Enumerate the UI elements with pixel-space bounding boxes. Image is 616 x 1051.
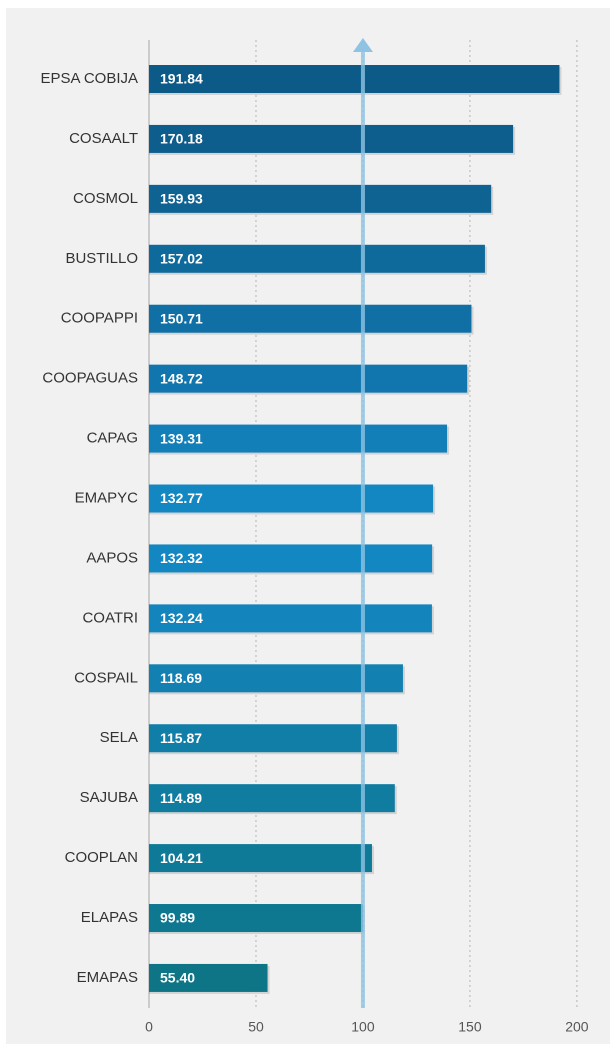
panel [6, 8, 610, 1044]
category-label: CAPAG [87, 430, 138, 447]
bar [149, 424, 448, 453]
category-label: COOPAPPI [61, 310, 138, 327]
value-label: 132.77 [160, 490, 203, 506]
category-label: COSMOL [73, 190, 138, 207]
bar [149, 364, 468, 393]
bar [149, 65, 560, 93]
value-label: 104.21 [160, 850, 203, 866]
bar [149, 844, 372, 873]
category-label: AAPOS [86, 549, 138, 566]
value-label: 55.40 [160, 970, 195, 986]
value-label: 191.84 [160, 71, 203, 87]
bar [149, 904, 363, 933]
category-label: BUSTILLO [65, 250, 138, 267]
x-tick-label: 0 [145, 1019, 153, 1035]
value-label: 99.89 [160, 910, 195, 926]
category-label: ELAPAS [81, 909, 138, 926]
bar [149, 724, 397, 753]
bar [149, 304, 472, 333]
x-tick-label: 100 [351, 1019, 375, 1035]
bar [149, 244, 485, 273]
category-label: COATRI [82, 609, 138, 626]
category-label: EPSA COBIJA [40, 70, 138, 87]
x-tick-label: 200 [565, 1019, 589, 1035]
category-label: EMAPAS [77, 969, 138, 986]
value-label: 148.72 [160, 370, 203, 386]
bar [149, 544, 433, 573]
value-label: 118.69 [160, 670, 202, 686]
category-label: COSPAIL [74, 669, 138, 686]
category-label: EMAPYC [75, 489, 139, 506]
bar [149, 184, 492, 213]
bar [149, 484, 434, 513]
value-label: 132.24 [160, 610, 203, 626]
value-label: 114.89 [160, 790, 202, 806]
category-label: COOPAGUAS [42, 370, 138, 387]
value-label: 159.93 [160, 191, 203, 207]
category-label: COOPLAN [65, 849, 138, 866]
reference-arrow [352, 38, 373, 52]
x-tick-label: 50 [248, 1019, 264, 1035]
value-label: 132.32 [160, 550, 203, 566]
value-label: 139.31 [160, 430, 203, 446]
bar [149, 784, 395, 813]
bar [149, 604, 432, 633]
value-label: 115.87 [160, 730, 202, 746]
value-label: 150.71 [160, 310, 203, 326]
value-label: 170.18 [160, 131, 203, 147]
bar [149, 124, 514, 153]
bar [149, 664, 403, 693]
category-label: COSAALT [69, 130, 138, 147]
x-tick-label: 150 [458, 1019, 482, 1035]
category-label: SELA [100, 729, 138, 746]
bar [149, 963, 268, 992]
value-label: 157.02 [160, 250, 203, 266]
category-label: SAJUBA [80, 789, 138, 806]
